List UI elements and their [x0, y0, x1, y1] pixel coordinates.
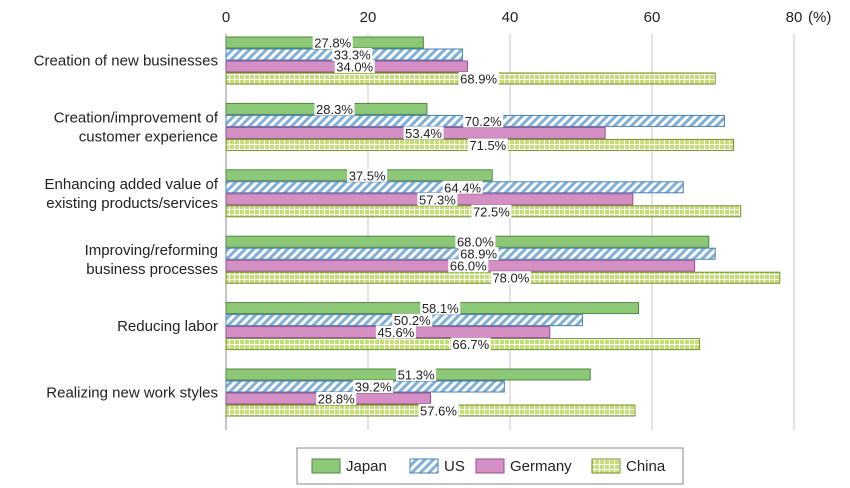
data-label-germany: 57.3%	[419, 192, 456, 207]
data-label-background	[316, 392, 357, 405]
data-label-background	[375, 325, 416, 339]
legend-label-us: US	[444, 458, 465, 475]
category-label: Improving/reforming	[85, 242, 218, 259]
legend-swatch-us	[409, 458, 439, 474]
data-label-us: 50.2%	[394, 313, 431, 328]
x-tick-label-80: 80	[786, 9, 803, 26]
data-label-germany: 66.0%	[450, 259, 487, 274]
data-label-background	[442, 180, 483, 194]
x-tick-label-40: 40	[502, 9, 519, 26]
category-label: Creation/improvement of	[54, 109, 219, 126]
data-label-background	[392, 313, 433, 327]
bars	[225, 36, 781, 417]
data-label-background	[334, 60, 375, 73]
data-label-us: 70.2%	[465, 114, 502, 129]
x-tick-label-60: 60	[644, 9, 661, 26]
data-label-background	[403, 126, 444, 140]
data-label-background	[396, 368, 437, 381]
data-label-background	[417, 192, 458, 206]
category-label: business processes	[86, 261, 218, 278]
data-label-background	[463, 114, 504, 128]
x-axis-unit-label: (%)	[808, 9, 831, 26]
data-label-background	[312, 36, 353, 49]
data-label-china: 78.0%	[492, 271, 529, 286]
data-label-china: 66.7%	[452, 337, 489, 352]
data-label-background	[420, 301, 461, 315]
data-label-background	[471, 204, 512, 218]
data-label-background	[458, 247, 499, 261]
category-labels: Creation of new businesses Creation/impro…	[34, 53, 219, 402]
category-label: Enhancing added value of	[45, 176, 219, 193]
data-label-japan: 27.8%	[314, 36, 351, 51]
data-label-us: 64.4%	[444, 180, 481, 195]
data-label-background	[448, 259, 489, 273]
category-label: Reducing labor	[117, 318, 218, 335]
data-label-germany: 34.0%	[336, 60, 373, 75]
data-label-germany: 53.4%	[405, 126, 442, 141]
data-label-japan: 37.5%	[349, 168, 386, 183]
category-label: Creation of new businesses	[34, 53, 218, 70]
legend-swatch-germany	[475, 458, 505, 474]
data-label-china: 68.9%	[460, 72, 497, 87]
gridlines	[225, 34, 795, 430]
data-label-japan: 51.3%	[398, 368, 435, 383]
x-tick-label-0: 0	[222, 9, 230, 26]
data-label-us: 68.9%	[460, 247, 497, 262]
data-label-background	[353, 380, 394, 393]
data-label-germany: 45.6%	[377, 325, 414, 340]
data-label-background	[347, 168, 388, 182]
data-label-background	[467, 138, 508, 152]
legend-swatch-china	[591, 458, 621, 474]
data-label-japan: 58.1%	[422, 301, 459, 316]
data-label-china: 72.5%	[473, 204, 510, 219]
category-label: customer experience	[79, 128, 218, 145]
data-label-china: 57.6%	[420, 404, 457, 419]
data-label-japan: 28.3%	[316, 102, 353, 117]
legend: Japan US Germany China	[296, 447, 684, 485]
data-labels: 27.8%33.3%34.0% 68.9% 28.3% 70.2% 53.4% 71.5%…	[312, 36, 531, 419]
x-axis-ticks: 0 20 40 60 80 (%)	[222, 9, 832, 26]
data-label-background	[314, 102, 355, 116]
x-tick-label-20: 20	[360, 9, 377, 26]
data-label-background	[458, 72, 499, 85]
data-label-china: 71.5%	[469, 138, 506, 153]
category-label: existing products/services	[46, 195, 218, 212]
legend-label-china: China	[626, 458, 666, 475]
data-label-background	[450, 337, 491, 351]
data-label-us: 39.2%	[355, 380, 392, 395]
legend-label-germany: Germany	[510, 458, 572, 475]
data-label-japan: 68.0%	[457, 235, 494, 250]
data-label-background	[490, 271, 531, 285]
data-label-us: 33.3%	[334, 48, 371, 63]
data-label-background	[332, 48, 373, 61]
category-label: Realizing new work styles	[46, 385, 218, 402]
data-label-background	[418, 404, 459, 417]
legend-label-japan: Japan	[346, 458, 387, 475]
legend-swatch-japan	[311, 458, 341, 474]
data-label-germany: 28.8%	[318, 392, 355, 407]
data-label-background	[455, 235, 496, 249]
